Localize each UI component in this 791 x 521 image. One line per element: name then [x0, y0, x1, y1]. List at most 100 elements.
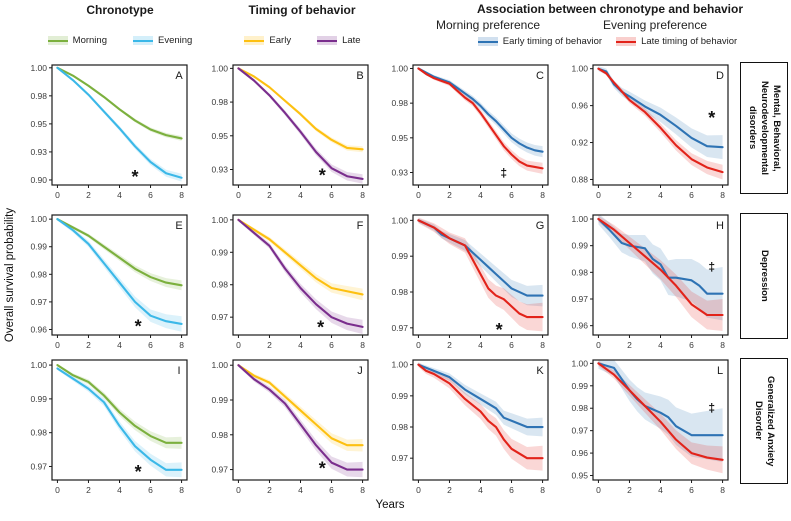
row-label-depression: Depression: [740, 213, 788, 339]
y-tick-label: 1.00: [571, 64, 588, 74]
x-tick-label: 2: [627, 190, 632, 200]
y-tick-label: 0.88: [571, 174, 588, 184]
x-tick-label: 2: [267, 485, 272, 495]
curve-early-timing-of-behavior: [597, 362, 724, 437]
survival-plot: 1.00 0.99 0.98 0.97 0 2 4 6 8 K: [391, 359, 549, 495]
x-tick-label: 4: [298, 190, 303, 200]
y-tick-label: 0.98: [30, 428, 47, 438]
x-tick-label: 0: [596, 485, 601, 495]
x-tick-label: 6: [148, 190, 153, 200]
y-tick-label: 0.97: [30, 461, 47, 471]
x-tick-label: 8: [540, 485, 545, 495]
series-line-icon: [477, 40, 498, 43]
curve-late: [237, 218, 364, 328]
panel-H: 1.00 0.99 0.98 0.97 0.96 0 2 4 6 8 H ‡: [553, 208, 738, 358]
panel-letter: F: [357, 220, 364, 232]
survival-plot: 1.00 0.99 0.98 0.97 0.96 0 2 4 6 8 H ‡: [571, 214, 729, 350]
y-tick-label: 0.96: [571, 321, 588, 331]
curve-early: [237, 67, 364, 151]
legend-label: Evening: [157, 35, 193, 46]
survival-plot: 1.00 0.98 0.95 0.93 0.90 0 2 4 6 8 A *: [30, 63, 188, 200]
x-tick-label: 2: [447, 190, 452, 200]
significance-symbol: ‡: [500, 166, 507, 180]
panel-A: 1.00 0.98 0.95 0.93 0.90 0 2 4 6 8 A *: [12, 58, 197, 208]
y-tick-label: 0.99: [571, 241, 588, 251]
series-line-icon: [47, 39, 68, 42]
curve-evening: [56, 66, 183, 179]
row-label-mental-behavioral: Mental, Behavioral, Neurodevelopmental d…: [740, 62, 788, 194]
panel-letter: G: [536, 220, 545, 232]
significance-symbol: *: [135, 462, 142, 482]
survival-plot: 1.00 0.96 0.92 0.88 0 2 4 6 8 D *: [571, 64, 729, 200]
series-line-icon: [132, 39, 153, 42]
x-tick-label: 8: [179, 340, 184, 350]
y-tick-label: 0.93: [211, 164, 228, 174]
y-tick-label: 0.92: [571, 138, 588, 148]
y-tick-label: 0.97: [211, 465, 228, 475]
row-label-generalized-anxiety: Generalized Anxiety Disorder: [740, 358, 788, 484]
y-tick-label: 1.00: [391, 215, 408, 225]
y-tick-label: 1.00: [391, 63, 408, 73]
ci-band: [598, 215, 723, 321]
legend-label: Early timing of behavior: [502, 36, 603, 47]
x-tick-label: 6: [509, 190, 514, 200]
x-tick-label: 8: [360, 190, 365, 200]
y-tick-label: 0.90: [30, 175, 47, 185]
curve-early-timing-of-behavior: [417, 363, 544, 429]
y-tick-label: 0.98: [211, 430, 228, 440]
y-tick-label: 0.99: [30, 242, 47, 252]
x-tick-label: 2: [267, 340, 272, 350]
y-tick-label: 0.98: [571, 267, 588, 277]
legend-swatch-icon: [477, 37, 498, 46]
ci-band: [238, 363, 363, 478]
legend-item: Early timing of behavior: [477, 36, 603, 47]
column-title-association: Association between chronotype and behav…: [476, 2, 744, 16]
y-tick-label: 0.98: [211, 97, 228, 107]
significance-symbol: *: [319, 458, 326, 478]
significance-symbol: *: [708, 108, 715, 128]
legend-label: Late timing of behavior: [641, 36, 738, 47]
y-tick-label: 1.00: [391, 360, 408, 370]
panel-letter: E: [175, 220, 182, 232]
ci-band: [598, 67, 723, 180]
curve-morning: [56, 364, 183, 444]
y-tick-label: 0.97: [391, 453, 408, 463]
x-tick-label: 8: [540, 190, 545, 200]
curve-evening: [56, 367, 183, 471]
ci-band: [238, 363, 363, 452]
ci-band: [598, 66, 723, 160]
x-tick-label: 4: [117, 190, 122, 200]
curve-early-timing-of-behavior: [417, 219, 544, 297]
survival-plot: 1.00 0.99 0.98 0.97 0.96 0.95 0 2 4 6 8 L ‡: [571, 358, 729, 495]
x-tick-label: 2: [86, 340, 91, 350]
curve-morning: [56, 218, 183, 287]
x-tick-label: 8: [179, 190, 184, 200]
y-tick-label: 0.95: [30, 119, 47, 129]
x-tick-label: 2: [86, 485, 91, 495]
panel-G: 1.00 0.99 0.98 0.97 0 2 4 6 8 G *: [373, 208, 558, 358]
plot-border: [51, 64, 188, 186]
x-tick-label: 4: [658, 340, 663, 350]
x-tick-label: 6: [148, 340, 153, 350]
x-tick-label: 2: [447, 485, 452, 495]
row-label-text: Depression: [758, 250, 770, 302]
y-tick-label: 0.98: [30, 269, 47, 279]
row-label-text: Mental, Behavioral, Neurodevelopmental d…: [747, 81, 782, 175]
x-axis-label: Years: [375, 499, 405, 511]
x-tick-label: 8: [720, 340, 725, 350]
x-tick-label: 4: [298, 485, 303, 495]
y-tick-label: 0.99: [391, 391, 408, 401]
significance-symbol: *: [132, 167, 139, 187]
legend-item: Early: [244, 35, 291, 46]
column-title-timing: Timing of behavior: [248, 3, 356, 17]
survival-plot: 1.00 0.99 0.98 0.97 0.96 0 2 4 6 8 E *: [30, 214, 188, 350]
panel-L: 1.00 0.99 0.98 0.97 0.96 0.95 0 2 4 6 8 L ‡: [553, 353, 738, 503]
survival-plot: 1.00 0.99 0.98 0.97 0 2 4 6 8 I *: [30, 359, 188, 495]
legend-swatch-icon: [244, 36, 265, 45]
x-tick-label: 0: [55, 190, 60, 200]
panel-letter: D: [716, 70, 724, 82]
x-tick-label: 6: [329, 190, 334, 200]
y-tick-label: 0.99: [391, 251, 408, 261]
y-tick-label: 1.00: [211, 360, 228, 370]
